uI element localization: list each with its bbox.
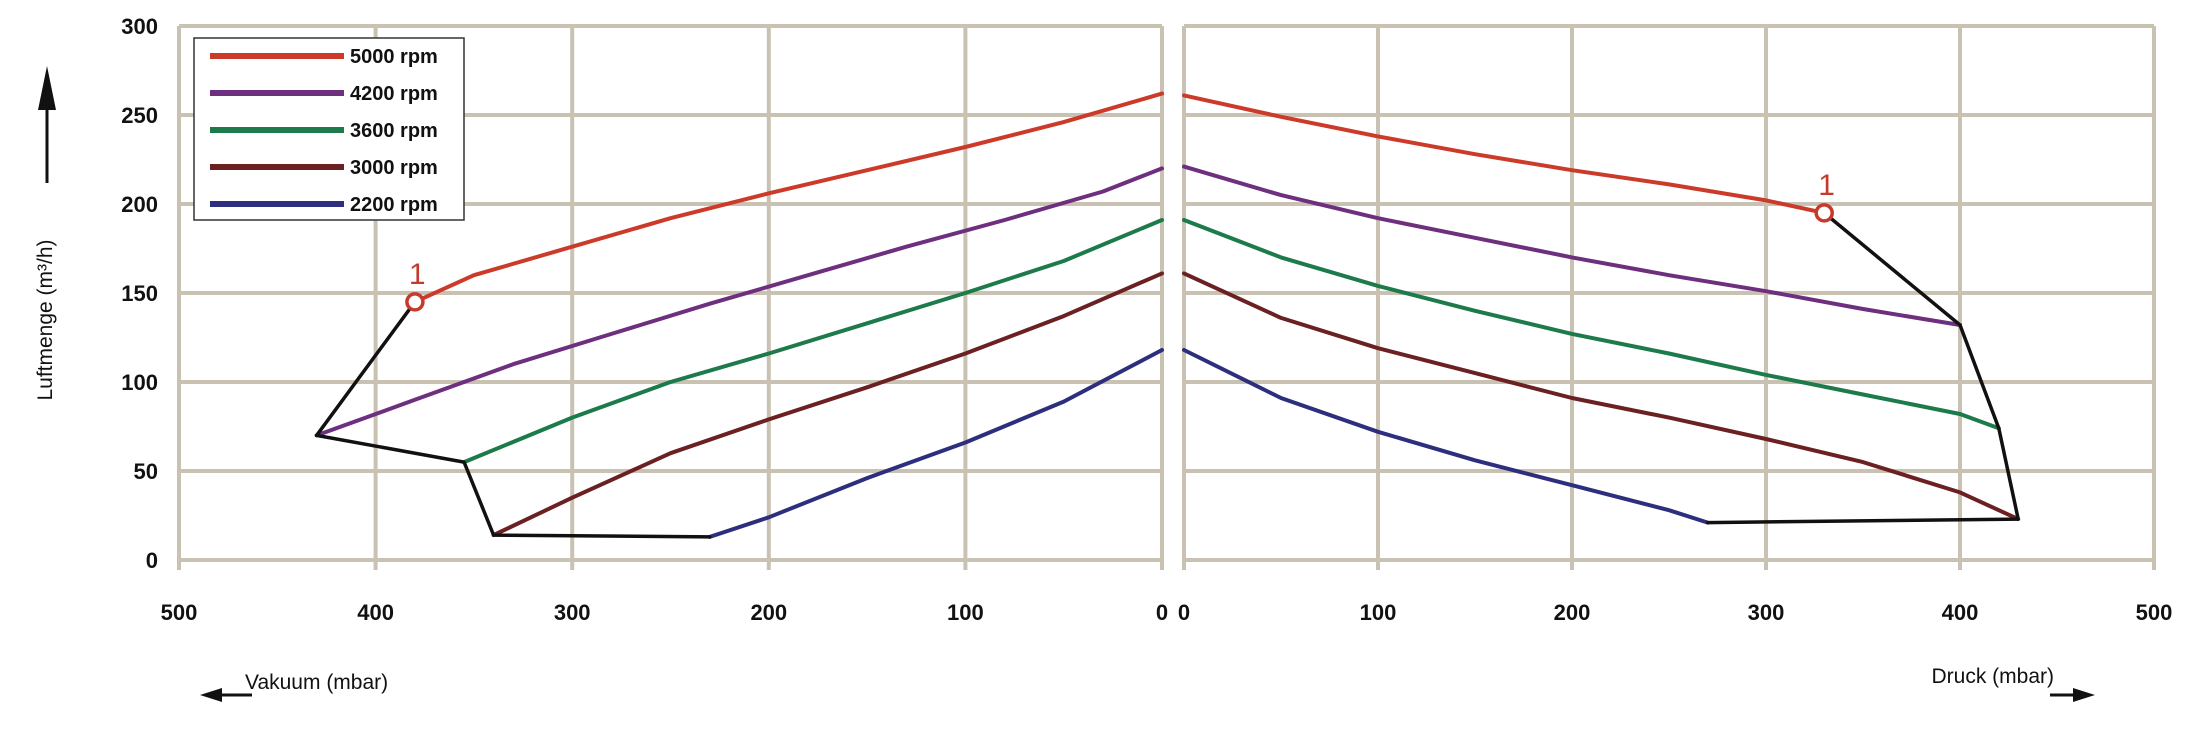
x-tick-label: 100 xyxy=(1360,600,1397,625)
x-tick-label: 300 xyxy=(1748,600,1785,625)
x-axis-title-druck: Druck (mbar) xyxy=(1931,665,2054,688)
operating-point-label: 1 xyxy=(1818,169,1835,202)
envelope-line xyxy=(314,300,712,539)
series-line xyxy=(462,218,1164,465)
x-tick-label: 200 xyxy=(750,600,787,625)
x-tick-label: 500 xyxy=(2136,600,2173,625)
tick-labels: 500 400 300 200 100 0 0 100 200 300 400 50005010015… xyxy=(121,14,2172,625)
x-tick-label: 100 xyxy=(947,600,984,625)
y-axis-title: Luftmenge (m³/h) xyxy=(34,239,57,400)
series-line xyxy=(1182,348,1710,525)
series-line xyxy=(491,271,1164,538)
series-lines: 11 xyxy=(314,91,2021,539)
series-line xyxy=(707,348,1164,539)
legend-label: 3000 rpm xyxy=(350,157,438,179)
y-tick-label: 300 xyxy=(121,14,158,39)
x-tick-label: 400 xyxy=(357,600,394,625)
operating-point-marker xyxy=(1814,203,1834,223)
series-line xyxy=(1182,164,1962,327)
vakuum-arrow xyxy=(200,688,252,702)
x-tick-label: 0 xyxy=(1156,600,1168,625)
x-tick-label: 500 xyxy=(161,600,198,625)
y-axis-arrow xyxy=(38,66,56,183)
x-tick-label: 0 xyxy=(1178,600,1190,625)
x-tick-label: 400 xyxy=(1942,600,1979,625)
y-tick-label: 100 xyxy=(121,370,158,395)
legend-label: 3600 rpm xyxy=(350,120,438,142)
legend-label: 5000 rpm xyxy=(350,46,438,68)
y-tick-label: 150 xyxy=(121,281,158,306)
series-line xyxy=(1182,93,1827,215)
operating-point-label: 1 xyxy=(409,258,426,291)
x-tick-label: 300 xyxy=(554,600,591,625)
series-line xyxy=(412,91,1164,304)
druck-arrow xyxy=(2050,688,2095,702)
series-line xyxy=(1182,271,2021,522)
operating-point-marker xyxy=(405,292,425,312)
series-line xyxy=(1182,218,2001,431)
legend-label: 2200 rpm xyxy=(350,194,438,216)
envelope-line xyxy=(1706,211,2020,525)
y-tick-label: 250 xyxy=(121,103,158,128)
y-tick-label: 200 xyxy=(121,192,158,217)
x-axis-title-vakuum: Vakuum (mbar) xyxy=(245,671,388,694)
legend: 5000 rpm 4200 rpm 3600 rpm 3000 rpm 2200 rpm xyxy=(193,37,465,221)
series-line xyxy=(314,166,1164,438)
y-tick-label: 50 xyxy=(134,459,158,484)
x-tick-label: 200 xyxy=(1554,600,1591,625)
y-tick-label: 0 xyxy=(146,548,158,573)
legend-label: 4200 rpm xyxy=(350,83,438,105)
